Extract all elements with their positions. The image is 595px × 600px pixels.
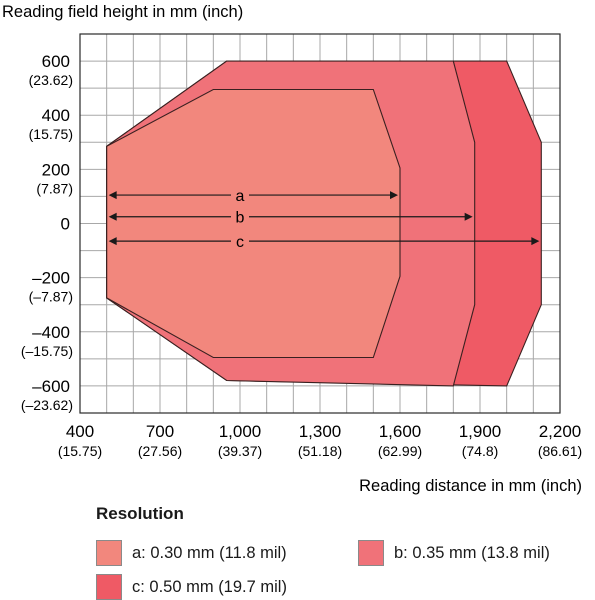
legend-swatch-b	[358, 540, 384, 566]
y-tick-label: 400	[42, 106, 70, 125]
plot-frame	[79, 33, 561, 414]
x-tick-label: 1,300	[299, 422, 342, 441]
y-tick-label: –200	[32, 269, 70, 288]
legend-title: Resolution	[96, 504, 184, 523]
y-tick: –600(–23.62)	[21, 377, 73, 413]
y-tick: –400(–15.75)	[21, 323, 73, 359]
y-tick-sublabel: (7.87)	[36, 180, 73, 196]
y-tick-labels: 600(23.62) 400(15.75) 200(7.87) 0 –200(–7.87…	[21, 52, 73, 413]
x-tick-label: 400	[66, 422, 94, 441]
arrow-a: a	[108, 188, 398, 205]
legend-label-c: c: 0.50 mm (19.7 mil)	[132, 577, 287, 596]
y-tick-label: 200	[42, 160, 70, 179]
y-tick-sublabel: (23.62)	[29, 72, 73, 88]
legend-label-a: a: 0.30 mm (11.8 mil)	[132, 543, 287, 562]
y-tick-label: –400	[32, 323, 70, 342]
x-tick-sublabel: (74.8)	[462, 443, 499, 459]
x-tick: 2,200 (86.61)	[538, 422, 582, 459]
x-tick-label: 700	[146, 422, 174, 441]
x-tick-sublabel: (86.61)	[538, 443, 582, 459]
y-tick-label: 600	[42, 52, 70, 71]
y-tick-sublabel: (–15.75)	[21, 343, 73, 359]
legend: Resolution a: 0.30 mm (11.8 mil) b: 0.35…	[96, 504, 591, 600]
y-tick: 200(7.87)	[36, 160, 73, 196]
x-tick-sublabel: (51.18)	[298, 443, 342, 459]
legend-item-b: b: 0.35 mm (13.8 mil)	[358, 540, 550, 566]
arrow-c: c	[108, 234, 540, 251]
y-axis-title: Reading field height in mm (inch)	[2, 3, 243, 21]
legend-item-a: a: 0.30 mm (11.8 mil)	[96, 540, 287, 566]
x-tick-sublabel: (62.99)	[378, 443, 422, 459]
x-tick: 400 (15.75)	[58, 422, 102, 459]
x-tick-label: 2,200	[539, 422, 582, 441]
y-tick: 600(23.62)	[29, 52, 73, 88]
x-tick: 1,600 (62.99)	[378, 422, 422, 459]
x-tick-label: 1,900	[459, 422, 502, 441]
reading-field-a	[106, 88, 401, 359]
arrow-b: b	[108, 210, 473, 227]
legend-label-b: b: 0.35 mm (13.8 mil)	[394, 543, 550, 562]
x-tick-label: 1,000	[219, 422, 262, 441]
legend-swatch-c	[96, 574, 122, 600]
x-tick-sublabel: (27.56)	[138, 443, 182, 459]
y-tick-sublabel: (–7.87)	[29, 289, 73, 305]
y-tick-sublabel: (–23.62)	[21, 397, 73, 413]
x-tick: 1,300 (51.18)	[298, 422, 342, 459]
x-tick-sublabel: (39.37)	[218, 443, 262, 459]
x-tick-sublabel: (15.75)	[58, 443, 102, 459]
legend-swatch-a	[96, 540, 122, 566]
arrow-label-a: a	[236, 188, 245, 205]
y-tick: 0	[61, 215, 70, 234]
x-tick-labels: 400 (15.75) 700 (27.56) 1,000 (39.37) 1,300 (51…	[58, 422, 582, 459]
y-tick-label: 0	[61, 215, 70, 234]
x-axis-title: Reading distance in mm (inch)	[359, 477, 582, 495]
y-tick: –200(–7.87)	[29, 269, 73, 305]
x-tick-label: 1,600	[379, 422, 422, 441]
distance-arrows: cba	[108, 188, 540, 251]
y-tick-sublabel: (15.75)	[29, 126, 73, 142]
x-tick: 1,000 (39.37)	[218, 422, 262, 459]
reading-field-areas	[106, 60, 542, 387]
y-tick: 400(15.75)	[29, 106, 73, 142]
arrow-label-c: c	[236, 234, 244, 251]
legend-item-c: c: 0.50 mm (19.7 mil)	[96, 574, 287, 600]
reading-field-chart: Reading field height in mm (inch) cba 60…	[2, 3, 582, 495]
arrow-label-b: b	[236, 210, 245, 227]
y-tick-label: –600	[32, 377, 70, 396]
x-tick: 700 (27.56)	[138, 422, 182, 459]
x-tick: 1,900 (74.8)	[459, 422, 502, 459]
